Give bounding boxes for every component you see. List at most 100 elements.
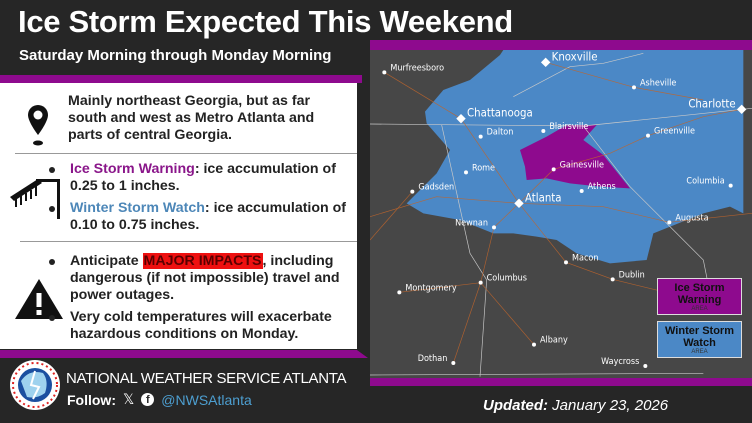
state-line: [441, 124, 488, 377]
map-top-bar: [370, 40, 752, 50]
list-item: Winter Storm Watch: ice accumulation of …: [46, 200, 356, 234]
city-label: Greenville: [654, 127, 695, 137]
highway: [518, 203, 671, 294]
city-label: Columbus: [487, 274, 527, 284]
city-label: Gainesville: [560, 160, 604, 170]
state-line: [369, 373, 704, 376]
city-marker: [610, 277, 615, 282]
cold-temps-text: Very cold temperatures will exacerbate h…: [70, 309, 332, 342]
highway: [384, 72, 462, 119]
city-marker: [736, 104, 747, 115]
social-handle-link[interactable]: @NWSAtlanta: [161, 391, 252, 408]
impacts-text-end: , including dangerous (if not impossible…: [70, 253, 340, 303]
legend-sub: AREA: [691, 349, 708, 355]
winter-storm-watch-label: Winter Storm Watch: [70, 200, 205, 216]
highway: [369, 196, 752, 223]
city-label: Dalton: [487, 128, 514, 138]
page-subtitle: Saturday Morning through Monday Morning: [19, 47, 332, 64]
divider: [15, 153, 357, 154]
city-marker: [579, 189, 584, 193]
office-name: NATIONAL WEATHER SERVICE ATLANTA: [66, 370, 347, 387]
ice-storm-warning-area: [520, 125, 630, 189]
list-item: Ice Storm Warning: ice accumulation of 0…: [46, 161, 356, 195]
legend-sub: AREA: [691, 306, 708, 312]
city-marker: [541, 129, 546, 133]
city-marker: [478, 280, 483, 285]
city-label: Knoxville: [552, 49, 598, 63]
highway: [518, 109, 742, 204]
state-line: [583, 125, 711, 294]
watch-accumulation-text: : ice accumulation of 0.10 to 0.75 inche…: [70, 200, 347, 233]
ice-storm-warning-label: Ice Storm Warning: [70, 161, 195, 177]
impacts-text: Anticipate: [70, 253, 143, 269]
facebook-icon[interactable]: f: [141, 393, 155, 406]
warning-triangle-icon: [15, 279, 63, 319]
impacts-list: Anticipate MAJOR IMPACTS, including dang…: [46, 253, 357, 348]
major-impacts-highlight: MAJOR IMPACTS: [142, 253, 263, 269]
city-marker: [643, 364, 648, 368]
city-label: Newnan: [455, 218, 488, 228]
divider: [20, 241, 357, 242]
page-title: Ice Storm Expected This Weekend: [18, 4, 513, 39]
city-label: Montgomery: [405, 283, 457, 293]
x-icon[interactable]: 𝕏: [123, 391, 135, 407]
city-label: Gadsden: [418, 183, 454, 193]
warning-accumulation-text: : ice accumulation of 0.25 to 1 inches.: [70, 161, 336, 194]
city-marker: [632, 85, 636, 90]
city-marker: [564, 260, 568, 265]
city-marker: [464, 170, 468, 175]
map-pin-icon: [28, 105, 48, 146]
city-label: Atlanta: [525, 190, 562, 204]
city-label: Charlotte: [688, 96, 735, 110]
city-label: Macon: [572, 253, 599, 263]
city-marker: [492, 225, 496, 230]
city-marker: [451, 361, 456, 365]
city-marker: [514, 198, 524, 209]
city-marker: [397, 290, 402, 295]
location-section: Mainly northeast Georgia, but as far sou…: [0, 93, 357, 153]
follow-row: Follow: 𝕏 f @NWSAtlanta: [67, 391, 252, 408]
updated-stamp: Updated: January 23, 2026: [483, 397, 668, 414]
city-label: Athens: [588, 182, 616, 192]
city-label: Albany: [540, 336, 568, 346]
city-label: Rome: [472, 163, 495, 173]
city-marker: [410, 189, 415, 194]
city-label: Columbia: [686, 177, 724, 187]
updated-label: Updated:: [483, 397, 548, 414]
accent-bar: [0, 350, 368, 358]
city-label: Murfreesboro: [390, 63, 444, 73]
city-label: Dothan: [418, 354, 448, 364]
city-marker: [382, 70, 387, 75]
info-panel: Mainly northeast Georgia, but as far sou…: [0, 83, 357, 349]
iced-power-line-icon: [10, 179, 60, 219]
city-label: Augusta: [675, 213, 708, 223]
city-marker: [478, 134, 483, 139]
city-label: Dublin: [619, 270, 645, 280]
nws-logo: [10, 360, 60, 410]
legend-ice-storm-warning: Ice Storm Warning AREA: [657, 278, 742, 315]
state-line: [513, 53, 644, 97]
list-item: Very cold temperatures will exacerbate h…: [46, 309, 357, 343]
state-line: [369, 108, 752, 127]
accumulation-list: Ice Storm Warning: ice accumulation of 0…: [46, 161, 356, 239]
city-marker: [646, 133, 650, 138]
legend-title: Winter Storm Watch: [665, 325, 734, 349]
hazard-map: Murfreesboro Knoxville Asheville Charlotte C…: [369, 40, 752, 380]
list-item: Anticipate MAJOR IMPACTS, including dang…: [46, 253, 357, 304]
highway: [369, 191, 413, 241]
accent-bar: [0, 75, 362, 83]
updated-date: January 23, 2026: [552, 397, 669, 414]
location-text: Mainly northeast Georgia, but as far sou…: [68, 93, 315, 143]
city-marker: [532, 342, 536, 347]
legend-winter-storm-watch: Winter Storm Watch AREA: [657, 321, 742, 358]
map-bottom-bar: [370, 378, 752, 386]
city-marker: [667, 220, 672, 225]
city-marker: [728, 183, 733, 188]
city-label: Chattanooga: [467, 106, 533, 120]
follow-label: Follow:: [67, 391, 116, 408]
city-label: Asheville: [640, 78, 676, 88]
city-label: Blairsville: [549, 122, 588, 132]
city-marker: [551, 167, 556, 172]
city-label: Waycross: [601, 357, 639, 367]
legend-title: Ice Storm Warning: [674, 282, 725, 306]
